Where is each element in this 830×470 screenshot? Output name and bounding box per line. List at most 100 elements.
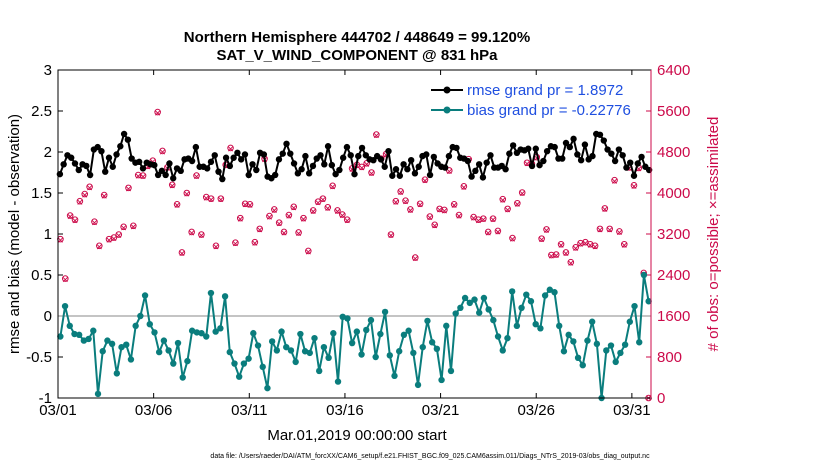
bias-point xyxy=(137,312,144,320)
obs-possible-point xyxy=(71,216,79,223)
obs-possible-point xyxy=(86,183,93,191)
obs-assimilated-stroke xyxy=(461,184,467,190)
obs-assimilated-stroke xyxy=(480,217,486,223)
bias-point xyxy=(400,331,408,339)
rmse-point xyxy=(487,152,494,159)
x-tick-label: 03/16 xyxy=(326,402,364,419)
obs-assimilated-point xyxy=(121,225,127,231)
obs-assimilated-stroke xyxy=(407,207,413,213)
obs-assimilated-stroke xyxy=(403,199,409,205)
bias-point xyxy=(203,333,210,340)
bias-point xyxy=(250,330,257,337)
obs-assimilated-stroke xyxy=(471,215,477,221)
rmse-point xyxy=(351,170,358,178)
obs-assimilated-stroke xyxy=(514,201,520,207)
obs-assimilated-stroke xyxy=(398,189,404,196)
y-right-axis-label: # of obs: o=possible; ×=assimilated xyxy=(705,117,722,352)
obs-possible-point xyxy=(407,206,414,213)
rmse-point xyxy=(562,139,570,147)
rmse-point xyxy=(68,154,75,161)
obs-assimilated-point xyxy=(578,241,584,247)
bias-point xyxy=(457,304,464,311)
rmse-point xyxy=(559,155,566,162)
obs-assimilated-stroke xyxy=(189,230,195,236)
bias-point xyxy=(518,304,525,311)
obs-assimilated-stroke xyxy=(539,237,545,243)
obs-assimilated-stroke xyxy=(72,218,78,224)
obs-assimilated-point xyxy=(344,218,350,224)
obs-possible-point xyxy=(616,228,623,235)
obs-assimilated-stroke xyxy=(548,253,554,259)
bias-point xyxy=(198,330,205,337)
obs-assimilated-point xyxy=(111,236,117,242)
bias-point xyxy=(476,309,483,316)
bias-point xyxy=(348,339,356,347)
obs-assimilated-point xyxy=(208,197,214,203)
obs-possible-point xyxy=(601,205,609,212)
legend-bias-marker xyxy=(443,106,451,114)
obs-assimilated-stroke xyxy=(135,173,141,179)
bias-point xyxy=(306,349,313,357)
obs-assimilated-point xyxy=(563,250,569,256)
bias-point xyxy=(640,271,648,279)
bias-point xyxy=(212,328,219,335)
rmse-point xyxy=(139,165,147,172)
obs-assimilated-stroke xyxy=(315,200,321,206)
bias-point xyxy=(226,348,233,356)
obs-assimilated-point xyxy=(213,244,219,250)
obs-assimilated-stroke xyxy=(422,178,428,184)
bias-point xyxy=(99,348,106,355)
obs-assimilated-stroke xyxy=(218,197,224,203)
obs-assimilated-stroke xyxy=(325,205,331,211)
rmse-point xyxy=(577,157,585,164)
rmse-point xyxy=(60,161,67,168)
obs-assimilated-point xyxy=(82,192,88,198)
obs-assimilated-point xyxy=(116,233,122,239)
obs-assimilated-point xyxy=(427,215,433,221)
rmse-point xyxy=(385,147,392,155)
obs-assimilated-point xyxy=(485,230,491,236)
rmse-point xyxy=(415,163,422,170)
obs-possible-point xyxy=(154,108,161,116)
bias-point xyxy=(325,354,332,362)
legend-box xyxy=(426,77,646,121)
rmse-point xyxy=(426,171,434,179)
obs-possible-point xyxy=(426,213,434,220)
obs-assimilated-stroke xyxy=(636,166,642,172)
obs-assimilated-stroke xyxy=(286,213,292,219)
rmse-point xyxy=(188,157,196,165)
rmse-point xyxy=(158,167,166,175)
rmse-point xyxy=(237,156,245,163)
obs-assimilated-point xyxy=(57,237,63,243)
y-right-tick-label: 4000 xyxy=(657,185,690,202)
obs-assimilated-stroke xyxy=(121,225,127,231)
obs-assimilated-point xyxy=(232,241,238,247)
obs-assimilated-stroke xyxy=(266,214,272,220)
y-tick-label: 1 xyxy=(44,226,52,243)
obs-assimilated-point xyxy=(553,253,559,259)
bias-point xyxy=(193,329,201,336)
bias-point xyxy=(184,357,191,365)
obs-assimilated-stroke xyxy=(612,178,618,184)
bias-point xyxy=(584,337,591,344)
rmse-point xyxy=(392,166,400,173)
rmse-point xyxy=(192,143,200,151)
obs-assimilated-point xyxy=(407,207,413,213)
obs-assimilated-point xyxy=(388,233,394,239)
obs-possible-point xyxy=(339,211,346,218)
obs-possible-point xyxy=(295,229,302,236)
obs-assimilated-point xyxy=(96,244,102,250)
bias-point xyxy=(621,341,629,348)
obs-assimilated-point xyxy=(417,202,423,208)
obs-assimilated-point xyxy=(602,206,608,212)
obs-assimilated-stroke xyxy=(553,253,559,259)
obs-possible-point xyxy=(217,195,225,202)
bias-point xyxy=(636,339,643,346)
obs-assimilated-stroke xyxy=(174,202,180,208)
y-right-tick-label: 1600 xyxy=(657,308,690,325)
rmse-point xyxy=(249,161,256,168)
obs-assimilated-point xyxy=(548,253,554,259)
bias-point xyxy=(316,367,323,375)
obs-assimilated-stroke xyxy=(558,242,564,248)
